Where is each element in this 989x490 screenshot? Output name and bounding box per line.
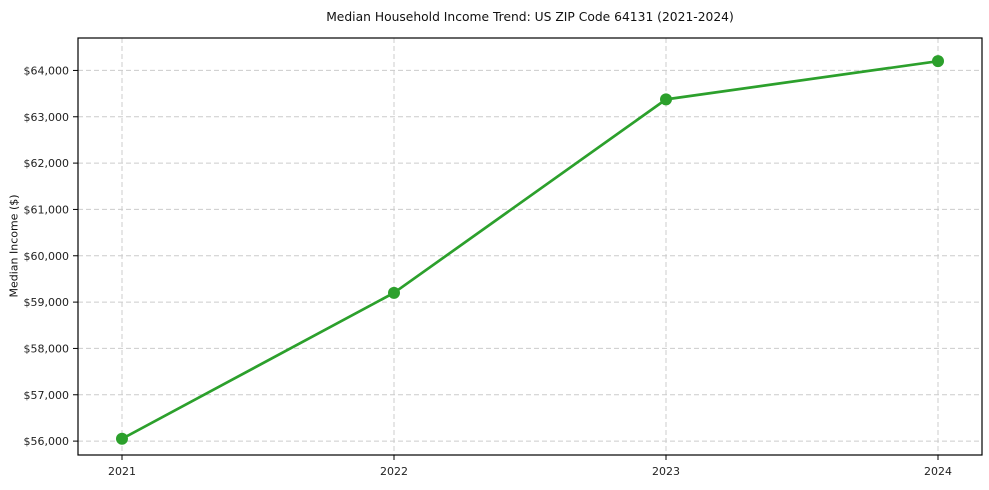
y-tick-label: $59,000 xyxy=(24,296,70,309)
x-tick-label: 2021 xyxy=(108,465,136,478)
data-point xyxy=(388,286,400,299)
chart-title: Median Household Income Trend: US ZIP Co… xyxy=(326,10,734,24)
y-tick-label: $64,000 xyxy=(24,64,70,77)
x-tick-label: 2024 xyxy=(924,465,952,478)
y-tick-label: $56,000 xyxy=(24,435,70,448)
plot-border xyxy=(77,37,983,456)
data-point xyxy=(116,432,128,445)
y-tick-label: $62,000 xyxy=(24,157,70,170)
data-line xyxy=(120,59,940,441)
y-tick-label: $58,000 xyxy=(24,342,70,355)
y-tick-label: $61,000 xyxy=(24,203,70,216)
data-point xyxy=(660,93,672,106)
y-tick-label: $57,000 xyxy=(24,389,70,402)
x-tick-label: 2022 xyxy=(380,465,408,478)
data-point xyxy=(932,55,944,68)
x-tick-label: 2023 xyxy=(652,465,680,478)
y-tick-label: $60,000 xyxy=(24,250,70,263)
y-tick-label: $63,000 xyxy=(24,111,70,124)
